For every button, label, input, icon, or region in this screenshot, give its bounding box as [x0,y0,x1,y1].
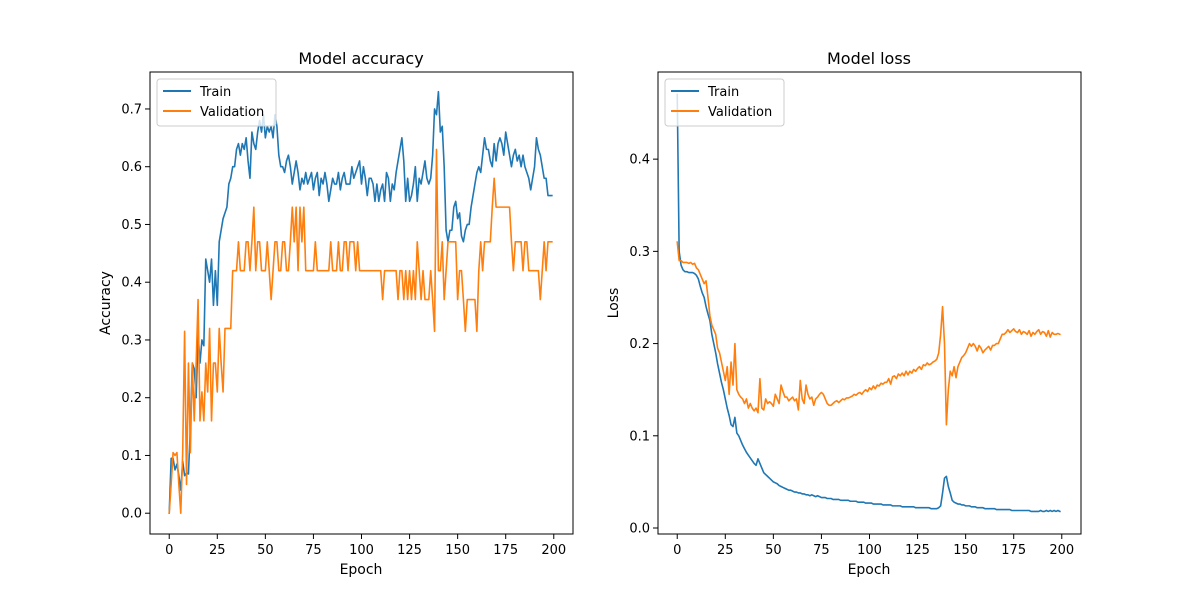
loss-title: Model loss [827,49,911,68]
accuracy-y-tick-label: 0.1 [121,449,142,464]
loss-lines [676,93,1061,513]
accuracy-x-tick-label: 0 [165,543,173,558]
loss-x-tick-label: 175 [1001,543,1026,558]
loss-legend: Train Validation [664,78,785,127]
accuracy-x-tick-label: 175 [493,543,518,558]
loss-chart: 0 25 50 75 100 125 150 175 200 0.0 0.1 0.2 0.3 0.4 M… [606,49,1082,578]
loss-y-tick-label: 0.3 [629,245,650,260]
loss-y-tick-label: 0.1 [629,429,650,444]
loss-y-ticks: 0.0 0.1 0.2 0.3 0.4 [629,153,658,537]
accuracy-y-tick-label: 0.3 [121,333,142,348]
accuracy-y-ticks: 0.0 0.1 0.2 0.3 0.4 0.5 0.6 0.7 [121,102,150,522]
loss-x-tick-label: 75 [813,543,830,558]
accuracy-x-tick-label: 125 [397,543,422,558]
accuracy-x-ticks: 0 25 50 75 100 125 150 175 200 [165,534,566,558]
accuracy-y-tick-label: 0.7 [121,102,142,117]
loss-y-tick-label: 0.2 [629,337,650,352]
accuracy-x-label: Epoch [340,562,383,578]
accuracy-series-validation [168,148,553,515]
loss-x-label: Epoch [848,562,891,578]
loss-y-tick-label: 0.0 [629,522,650,537]
loss-x-tick-label: 200 [1049,543,1074,558]
accuracy-x-tick-label: 25 [209,543,226,558]
loss-x-ticks: 0 25 50 75 100 125 150 175 200 [673,534,1074,558]
accuracy-y-tick-label: 0.4 [121,276,142,291]
legend-label-train: Train [707,85,739,100]
legend-label-validation: Validation [708,105,772,120]
accuracy-x-tick-label: 200 [541,543,566,558]
accuracy-x-tick-label: 150 [445,543,470,558]
loss-x-tick-label: 25 [717,543,734,558]
accuracy-y-tick-label: 0.5 [121,218,142,233]
accuracy-x-tick-label: 50 [257,543,274,558]
loss-x-tick-label: 100 [857,543,882,558]
loss-y-label: Loss [606,288,622,319]
legend-label-validation: Validation [200,105,264,120]
accuracy-y-tick-label: 0.0 [121,507,142,522]
accuracy-y-tick-label: 0.2 [121,391,142,406]
loss-series-train [676,93,1061,513]
accuracy-series-train [168,90,553,515]
loss-x-tick-label: 125 [905,543,930,558]
loss-x-tick-label: 50 [765,543,782,558]
loss-x-tick-label: 0 [673,543,681,558]
accuracy-x-tick-label: 100 [349,543,374,558]
accuracy-y-tick-label: 0.6 [121,160,142,175]
accuracy-lines [168,90,553,515]
accuracy-legend: Train Validation [156,78,277,127]
accuracy-title: Model accuracy [298,49,423,68]
accuracy-y-label: Accuracy [98,271,114,335]
loss-x-tick-label: 150 [953,543,978,558]
legend-label-train: Train [199,85,231,100]
loss-y-tick-label: 0.4 [629,153,650,168]
accuracy-chart: 0 25 50 75 100 125 150 175 200 0.00.10.20.30.40.… [98,49,574,578]
accuracy-x-tick-label: 75 [305,543,322,558]
loss-series-validation [676,241,1061,426]
